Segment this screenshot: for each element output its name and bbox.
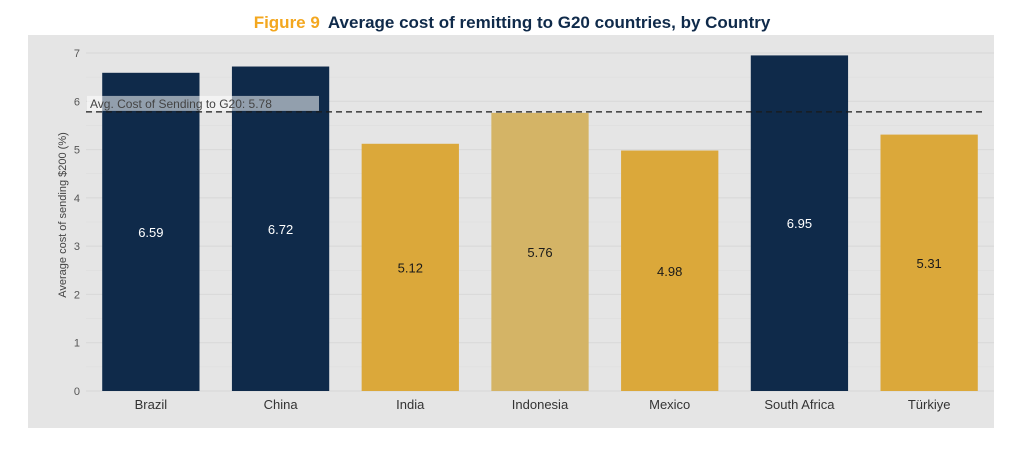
y-tick-label: 7	[74, 48, 80, 60]
bar-value-label: 6.95	[787, 216, 812, 231]
y-tick-label: 4	[74, 193, 80, 205]
y-tick-label: 5	[74, 145, 80, 157]
bar-value-label: 6.72	[268, 222, 293, 237]
y-tick-label: 1	[74, 338, 80, 350]
bar-mexico	[621, 150, 719, 391]
bar-brazil	[102, 72, 200, 391]
figure-label: Figure 9	[253, 13, 320, 32]
y-tick-label: 6	[74, 96, 80, 108]
chart-title: Figure 9 Average cost of remitting to G2…	[0, 13, 1024, 33]
bar-value-label: 5.76	[527, 245, 552, 260]
y-tick-label: 3	[74, 241, 80, 253]
bar-china	[231, 66, 330, 392]
x-category-label: Mexico	[649, 397, 690, 412]
y-tick-label: 0	[74, 386, 80, 398]
figure-title-text: Average cost of remitting to G20 countri…	[327, 13, 771, 32]
x-category-label: South Africa	[764, 397, 835, 412]
bar-t-rkiye	[880, 134, 978, 392]
bar-value-label: 4.98	[657, 264, 682, 279]
y-axis-label: Average cost of sending $200 (%)	[57, 132, 69, 298]
bar-value-label: 5.12	[398, 260, 423, 275]
average-reference-label: Avg. Cost of Sending to G20: 5.78	[90, 97, 272, 111]
bar-indonesia	[491, 112, 589, 392]
x-category-label: China	[264, 397, 299, 412]
average-label-background	[87, 95, 319, 111]
y-tick-label: 2	[74, 289, 80, 301]
x-category-label: Türkiye	[908, 397, 951, 412]
bar-india	[361, 143, 459, 391]
x-category-label: Indonesia	[512, 397, 569, 412]
bar-value-label: 5.31	[916, 256, 941, 271]
x-category-label: Brazil	[135, 397, 168, 412]
bar-value-label: 6.59	[138, 225, 163, 240]
x-category-label: India	[396, 397, 425, 412]
